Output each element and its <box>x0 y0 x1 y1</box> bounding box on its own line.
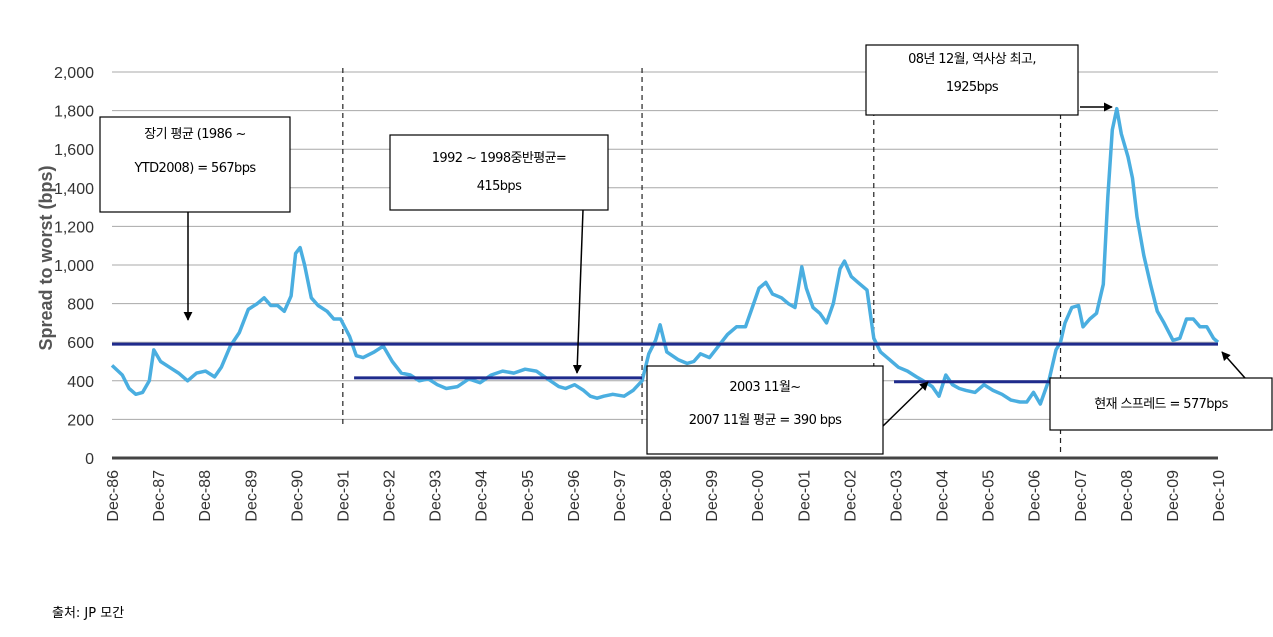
axes: 0 200 400 600 800 1,000 1,200 1,400 1,600 1,800 2,… <box>54 65 1228 522</box>
y-tick-label: 1,800 <box>54 104 94 121</box>
annotation-arrow <box>882 381 929 427</box>
annotation-text: YTD2008) = 567bps <box>133 161 256 176</box>
y-tick-label: 400 <box>67 374 94 391</box>
x-tick-label: Dec-10 <box>1211 470 1228 522</box>
x-tick-label: Dec-87 <box>151 470 168 522</box>
annotation-text: 2003 11월~ <box>729 380 800 395</box>
x-tick-label: Dec-99 <box>704 470 721 522</box>
annotation-box <box>389 134 609 211</box>
x-tick-label: Dec-98 <box>658 470 675 522</box>
annotation-text: 장기 평균 (1986 ~ <box>144 127 246 142</box>
annotation-box <box>865 44 1079 116</box>
annotation-arrow <box>1221 351 1246 379</box>
x-tick-label: Dec-94 <box>474 470 491 522</box>
y-tick-label: 2,000 <box>54 65 94 82</box>
x-tick-label: Dec-90 <box>289 470 306 522</box>
x-tick-label: Dec-03 <box>888 470 905 522</box>
annotation-arrow <box>572 209 584 374</box>
annotation-text: 415bps <box>477 179 522 194</box>
annotation-text: 08년 12월, 역사상 최고, <box>908 52 1036 67</box>
annotation-box <box>1049 377 1273 431</box>
y-tick-label: 200 <box>67 412 94 429</box>
source-label: 출처: JP 모간 <box>52 606 125 621</box>
series-layer <box>110 106 1220 406</box>
x-tick-label: Dec-97 <box>612 470 629 522</box>
y-tick-label: 0 <box>85 451 94 468</box>
annotation-text: 2007 11월 평균 = 390 bps <box>689 413 842 428</box>
x-tick-label: Dec-96 <box>566 470 583 522</box>
annotation-box <box>99 116 291 213</box>
x-tick-label: Dec-93 <box>428 470 445 522</box>
y-tick-label: 1,600 <box>54 142 94 159</box>
x-tick-label: Dec-04 <box>935 470 952 522</box>
annotation-box <box>646 365 884 455</box>
x-tick-label: Dec-06 <box>1027 470 1044 522</box>
x-tick-label: Dec-07 <box>1073 470 1090 522</box>
y-tick-label: 1,200 <box>54 219 94 236</box>
x-tick-label: Dec-08 <box>1119 470 1136 522</box>
x-tick-label: Dec-86 <box>105 470 122 522</box>
x-tick-label: Dec-92 <box>382 470 399 522</box>
y-tick-label: 600 <box>67 335 94 352</box>
x-tick-label: Dec-00 <box>750 470 767 522</box>
y-tick-label: 800 <box>67 297 94 314</box>
y-tick-label: 1,400 <box>54 181 94 198</box>
annotation-text: 현재 스프레드 = 577bps <box>1094 397 1228 412</box>
annotation-layer: 장기 평균 (1986 ~ YTD2008) = 567bps 1992 ~ 199… <box>99 44 1273 455</box>
x-tick-label: Dec-89 <box>243 470 260 522</box>
x-tick-label: Dec-09 <box>1165 470 1182 522</box>
x-tick-label: Dec-88 <box>197 470 214 522</box>
y-tick-label: 1,000 <box>54 258 94 275</box>
x-tick-label: Dec-05 <box>981 470 998 522</box>
x-tick-label: Dec-91 <box>335 470 352 522</box>
annotation-text: 1992 ~ 1998중반평균= <box>432 151 566 166</box>
x-tick-label: Dec-02 <box>842 470 859 522</box>
y-axis-label: Spread to worst (bps) <box>36 165 56 350</box>
annotation-text: 1925bps <box>946 80 999 95</box>
x-tick-label: Dec-95 <box>520 470 537 522</box>
x-tick-label: Dec-01 <box>796 470 813 522</box>
spread-series-line <box>110 106 1220 406</box>
